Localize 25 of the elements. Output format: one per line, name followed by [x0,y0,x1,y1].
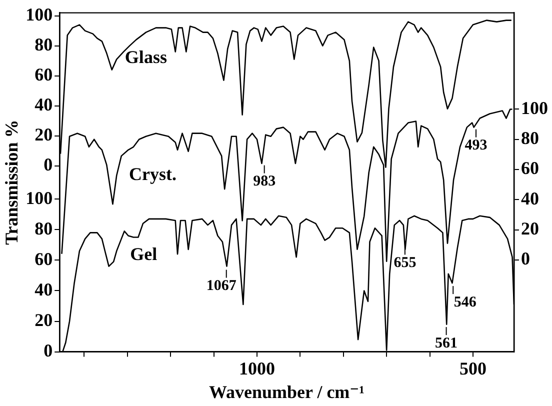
y-tick-label: 100 [26,4,53,24]
y-tick-label: 60 [34,64,53,84]
x-tick-label: 1000 [238,358,275,378]
annotation: 983 [253,174,276,190]
y-tick-label: 0 [44,154,53,174]
y-axis-title: Transmission % [1,120,22,245]
series-label: Gel [130,244,158,264]
x-axis-title: Wavenumber / cm⁻¹ [209,382,365,402]
annotation: 493 [464,138,488,154]
y2-tick-label: 20 [521,218,539,238]
annotation: 655 [394,255,416,272]
series-label: Glass [124,47,167,68]
x-tick-label: 500 [459,358,486,378]
y2-tick-label: 40 [521,188,539,208]
series-label: Cryst. [129,164,176,184]
annotation: 546 [454,294,477,310]
annotation: 1067 [206,278,237,294]
y-tick-label: 20 [34,124,53,144]
y-tick-label: 40 [34,94,53,114]
y2-tick-label: 0 [521,248,530,269]
y2-tick-label: 100 [521,98,548,118]
annotation: 561 [435,335,458,352]
y-tick-label: 80 [34,34,53,54]
y2-tick-label: 80 [521,128,539,148]
y2-tick-label: 60 [521,158,539,178]
